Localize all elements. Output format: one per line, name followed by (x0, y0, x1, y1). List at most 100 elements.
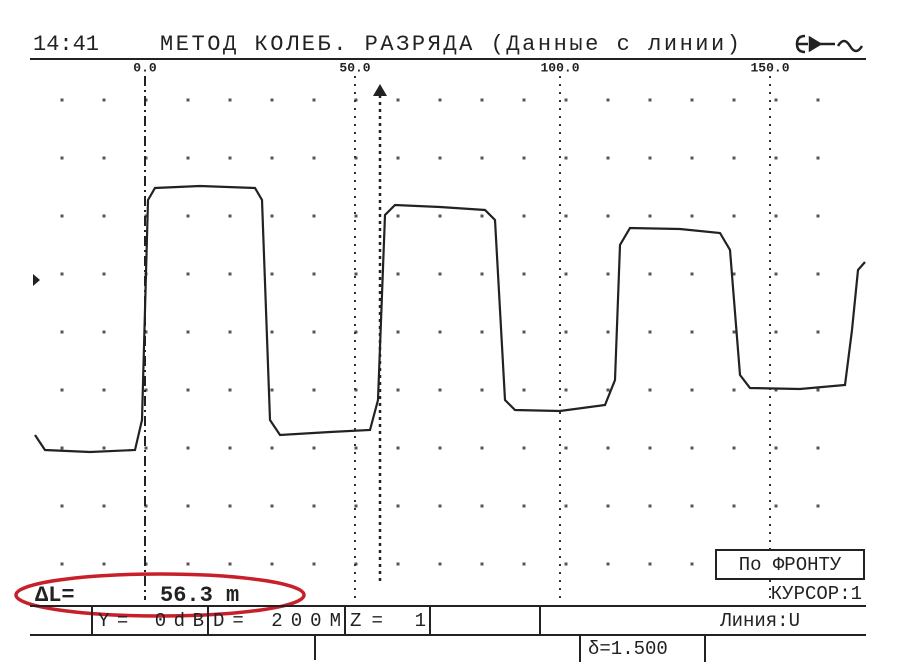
grid-dot (522, 504, 526, 508)
grid-dot (396, 562, 400, 566)
grid-dot (270, 388, 274, 392)
grid-dot (648, 272, 652, 276)
grid-dot (522, 388, 526, 392)
grid-dot (186, 272, 190, 276)
scale-label: 50.0 (339, 60, 370, 75)
grid-dot (732, 272, 736, 276)
grid-dot (522, 214, 526, 218)
grid-dot (438, 388, 442, 392)
grid-dot (774, 272, 778, 276)
grid-dot (396, 214, 400, 218)
grid-dot (186, 98, 190, 102)
grid-dot (564, 504, 568, 508)
grid-dot (228, 562, 232, 566)
grid-dot (270, 98, 274, 102)
grid-dot (690, 156, 694, 160)
grid-dot (648, 214, 652, 218)
scale-label: 100.0 (540, 60, 579, 75)
grid-dot (774, 446, 778, 450)
grid-dot (438, 330, 442, 334)
grid-dot (480, 330, 484, 334)
grid-dot (144, 446, 148, 450)
grid-dot (648, 562, 652, 566)
grid-dot (228, 388, 232, 392)
grid-dot (690, 272, 694, 276)
grid-dot (438, 504, 442, 508)
mode-title: МЕТОД КОЛЕБ. РАЗРЯДА (Данные с линии) (160, 32, 740, 57)
grid-dot (60, 98, 64, 102)
grid-dot (480, 98, 484, 102)
grid-dot (102, 330, 106, 334)
grid-dot (102, 388, 106, 392)
grid-dot (312, 214, 316, 218)
clock: 14:41 (33, 32, 99, 57)
grid-dot (606, 98, 610, 102)
grid-dot (690, 98, 694, 102)
grid-dot (228, 98, 232, 102)
grid-dot (564, 330, 568, 334)
grid-dot (774, 156, 778, 160)
grid-dot (186, 214, 190, 218)
grid-dot (186, 388, 190, 392)
grid-dot (186, 562, 190, 566)
grid-dot (438, 562, 442, 566)
mode-box (715, 549, 865, 580)
mode-label: По ФРОНТУ (739, 554, 842, 576)
grid-dot (606, 272, 610, 276)
grid-dot (732, 330, 736, 334)
grid-dot (732, 156, 736, 160)
grid-dot (102, 562, 106, 566)
grid-dot (396, 388, 400, 392)
grid-dot (312, 504, 316, 508)
grid-dot (102, 446, 106, 450)
grid-dot (774, 214, 778, 218)
grid-dot (564, 156, 568, 160)
grid-dot (438, 214, 442, 218)
grid-dot (774, 504, 778, 508)
grid-dot (648, 330, 652, 334)
grid-dot (270, 330, 274, 334)
grid-dot (60, 562, 64, 566)
grid-dot (60, 504, 64, 508)
grid-dot (606, 446, 610, 450)
cursor-label: КУРСОР:1 (771, 583, 862, 605)
grid-dot (606, 562, 610, 566)
grid-dot (60, 272, 64, 276)
grid-dot (438, 272, 442, 276)
grid-dot (732, 388, 736, 392)
grid-dot (564, 562, 568, 566)
grid-dot (480, 446, 484, 450)
grid-dot (396, 446, 400, 450)
grid-dot (270, 214, 274, 218)
grid-dot (396, 504, 400, 508)
grid-dot (606, 156, 610, 160)
grid-dot (606, 330, 610, 334)
grid-dot (606, 214, 610, 218)
grid-dot (480, 156, 484, 160)
grid-dot (186, 504, 190, 508)
grid-dot (732, 446, 736, 450)
grid-dot (522, 98, 526, 102)
delta-value: 56.3 m (160, 583, 239, 608)
scale-label: 150.0 (750, 60, 789, 75)
grid-dot (186, 330, 190, 334)
grid-dot (312, 330, 316, 334)
grid-dot (690, 214, 694, 218)
grid-dot (312, 562, 316, 566)
grid-dot (732, 504, 736, 508)
grid-dot (354, 214, 358, 218)
grid-dot (690, 504, 694, 508)
grid-dot (102, 272, 106, 276)
grid-dot (480, 388, 484, 392)
grid-dot (270, 156, 274, 160)
grid-dot (816, 98, 820, 102)
grid-dot (480, 504, 484, 508)
grid-dot (816, 214, 820, 218)
grid-dot (690, 446, 694, 450)
grid-dot (648, 156, 652, 160)
grid-dot (690, 330, 694, 334)
grid-dot (270, 446, 274, 450)
grid-dot (648, 98, 652, 102)
waveform (34, 184, 866, 454)
